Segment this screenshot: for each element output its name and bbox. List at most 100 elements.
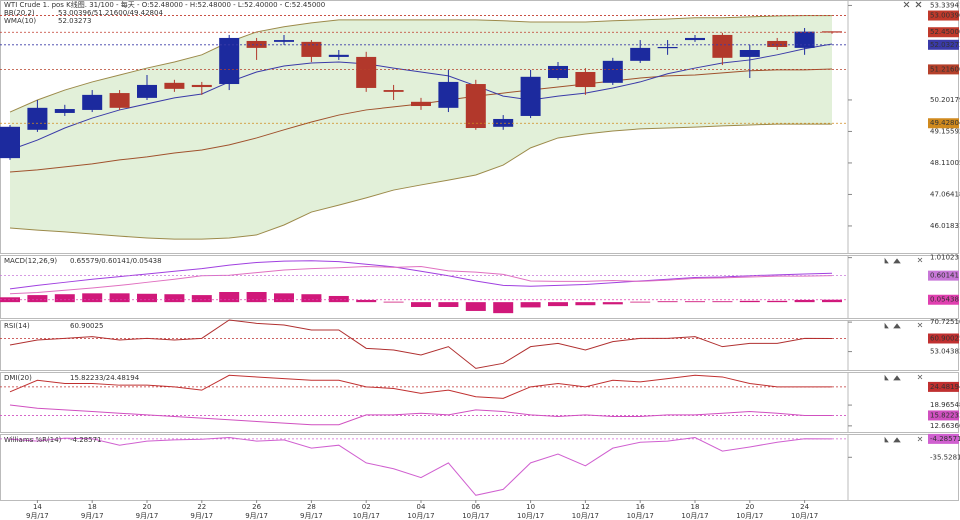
candle-body — [493, 118, 514, 127]
indicator-line — [9, 265, 833, 295]
x-tick-label: 10 — [526, 503, 535, 511]
panel-frame — [0, 320, 959, 371]
candle-body — [137, 84, 157, 98]
candle-body — [82, 94, 103, 110]
plot-area — [0, 15, 842, 240]
legend-name: MACD(12,26,9) — [4, 257, 57, 265]
histogram-bar — [356, 299, 377, 303]
candle-body — [767, 40, 788, 47]
indicator-line — [9, 123, 832, 240]
price-tag — [928, 118, 959, 129]
histogram-bar — [191, 295, 212, 303]
histogram-bar — [411, 302, 431, 307]
candle-body — [685, 37, 705, 41]
x-tick-label: 04 — [417, 503, 426, 511]
x-tick-month: 9月/17 — [26, 512, 49, 520]
x-tick-label: 18 — [88, 503, 97, 511]
candle-body — [328, 54, 349, 57]
candle-body — [301, 41, 322, 57]
x-tick-label: 26 — [252, 503, 261, 511]
y-tick-label: 18.96548 — [930, 401, 960, 409]
price-tag-label: 52.45000 — [930, 28, 960, 36]
legend-readout: 15.82233/24.48194 — [70, 374, 140, 382]
legend-name: DMI(20) — [4, 374, 32, 382]
candle-body — [164, 82, 185, 89]
x-tick-month: 10月/17 — [517, 512, 544, 520]
chart-header: WTI Crude 1. pos K线图. 31/100 - 每天 - O:52… — [4, 0, 325, 9]
legend-readout: -4.28571 — [70, 436, 101, 444]
candle-body — [657, 46, 678, 49]
price-tag-label: 0.60141 — [930, 272, 959, 280]
price-tag — [928, 333, 959, 344]
x-tick-month: 10月/17 — [791, 512, 818, 520]
histogram-bar — [54, 294, 75, 303]
indicator-line — [9, 374, 833, 399]
candle-body — [794, 31, 815, 48]
x-tick-label: 12 — [581, 503, 590, 511]
price-tag-label: 0.05438 — [930, 296, 959, 304]
legend-readout: 52.03273 — [58, 17, 91, 25]
indicator-line — [9, 404, 833, 426]
histogram-bar — [301, 294, 322, 303]
price-tag — [928, 433, 959, 444]
price-tag — [928, 39, 959, 50]
candle-body — [356, 56, 377, 88]
candle-body — [219, 37, 240, 85]
indicator-line — [9, 319, 833, 369]
x-tick-month: 9月/17 — [190, 512, 213, 520]
candle-body — [109, 93, 130, 108]
candle-body — [465, 84, 486, 129]
price-tag-label: 52.03273 — [930, 41, 960, 49]
histogram-bar — [685, 301, 705, 303]
price-tag-label: 60.90025 — [930, 334, 960, 342]
histogram-bar — [27, 295, 48, 303]
legend-name: BB(20,2) — [4, 9, 35, 17]
indicator-line — [9, 15, 832, 113]
histogram-bar — [520, 302, 541, 308]
candle-body — [0, 126, 20, 159]
histogram-bar — [794, 299, 815, 303]
candle-body — [438, 81, 459, 108]
x-tick-month: 10月/17 — [681, 512, 708, 520]
close-icon[interactable] — [915, 1, 922, 8]
candle-body — [520, 76, 541, 116]
legend-name: WMA(10) — [4, 17, 36, 25]
histogram-bar — [109, 293, 130, 303]
x-tick-label: 20 — [143, 503, 152, 511]
legend-name: Williams %R(14) — [4, 436, 62, 444]
histogram-bar — [246, 292, 267, 303]
x-tick-month: 10月/17 — [736, 512, 763, 520]
candle-body — [739, 49, 760, 57]
window-controls[interactable] — [903, 1, 922, 8]
x-tick-label: 16 — [636, 503, 645, 511]
x-tick-label: 24 — [800, 503, 809, 511]
histogram-bar — [657, 301, 678, 303]
expand-icon[interactable] — [903, 1, 910, 8]
price-tag — [928, 27, 959, 38]
panel-frame — [0, 372, 959, 433]
plot-area — [9, 437, 833, 496]
price-tag-label: 51.21600 — [930, 65, 960, 73]
histogram-bar — [548, 302, 568, 307]
y-tick-label: -35.52810 — [930, 453, 960, 461]
histogram-bar — [219, 292, 240, 303]
histogram-bar — [739, 300, 760, 303]
candle-body — [575, 71, 596, 88]
candle-body — [54, 109, 75, 113]
histogram-bar — [602, 302, 623, 305]
x-tick-month: 10月/17 — [353, 512, 380, 520]
x-tick-month: 9月/17 — [136, 512, 159, 520]
candle-body — [274, 40, 294, 42]
legend-readout: 60.90025 — [70, 322, 103, 330]
histogram-bar — [575, 302, 596, 306]
y-tick-label: 50.20179 — [930, 96, 960, 104]
candle-body — [548, 65, 568, 79]
x-tick-label: 02 — [362, 503, 371, 511]
y-tick-label: 53.33941 — [930, 1, 960, 9]
price-tag-label: -4.28571 — [930, 435, 960, 443]
histogram-bar — [328, 295, 349, 303]
candle-body — [191, 84, 212, 88]
x-tick-month: 10月/17 — [627, 512, 654, 520]
histogram-bar — [137, 293, 157, 303]
x-tick-label: 14 — [33, 503, 42, 511]
